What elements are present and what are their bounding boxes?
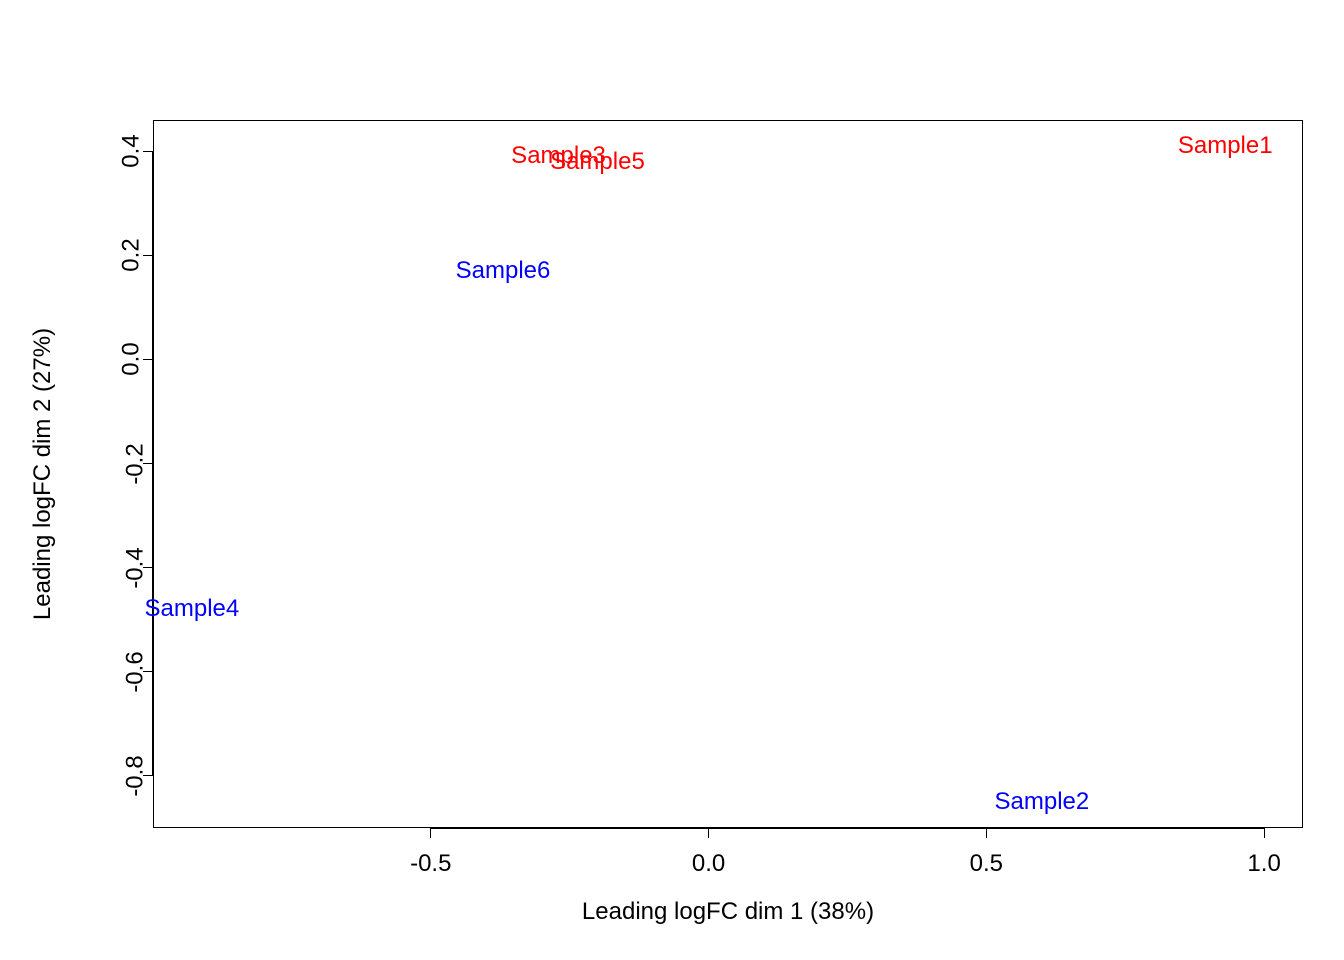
- sample-point-label: Sample1: [1178, 132, 1273, 160]
- x-tick-label: -0.5: [410, 850, 451, 878]
- x-axis-line: [431, 828, 1264, 829]
- sample-point-label: Sample4: [145, 595, 240, 623]
- y-tick-label: 0.0: [118, 343, 146, 376]
- plot-area: [153, 120, 1303, 828]
- x-tick-label: 0.0: [692, 850, 725, 878]
- y-tick-label: 0.4: [118, 135, 146, 168]
- y-tick-label: 0.2: [118, 239, 146, 272]
- y-tick-label: -0.8: [122, 755, 150, 796]
- y-axis-title: Leading logFC dim 2 (27%): [29, 328, 57, 620]
- x-tick: [1264, 828, 1265, 838]
- x-tick-label: 0.5: [970, 850, 1003, 878]
- y-tick-label: -0.2: [122, 443, 150, 484]
- sample-point-label: Sample2: [995, 788, 1090, 816]
- y-tick-label: -0.4: [122, 547, 150, 588]
- sample-point-label: Sample5: [550, 148, 645, 176]
- x-tick: [430, 828, 431, 838]
- sample-point-label: Sample6: [456, 257, 551, 285]
- x-axis-title: Leading logFC dim 1 (38%): [582, 898, 874, 926]
- y-tick-label: -0.6: [122, 651, 150, 692]
- mds-scatter-chart: Leading logFC dim 1 (38%) Leading logFC …: [0, 0, 1344, 960]
- x-tick: [708, 828, 709, 838]
- x-tick: [986, 828, 987, 838]
- x-tick-label: 1.0: [1247, 850, 1280, 878]
